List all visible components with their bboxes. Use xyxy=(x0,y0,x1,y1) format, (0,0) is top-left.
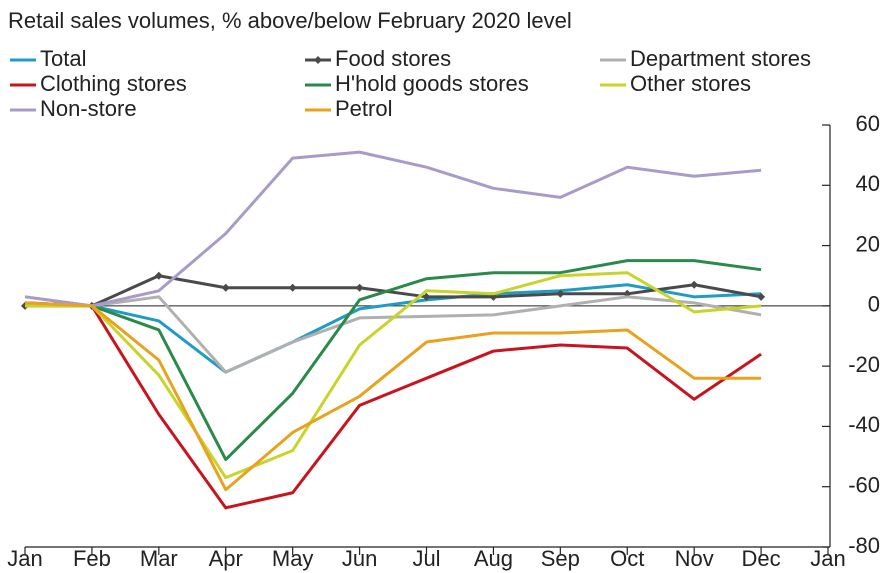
series-line xyxy=(25,271,762,480)
y-tick-label: -40 xyxy=(848,412,880,437)
y-tick-label: 40 xyxy=(856,171,880,196)
x-tick-label: Jan xyxy=(810,546,845,571)
series-line xyxy=(24,301,762,492)
point-marker xyxy=(355,283,364,292)
y-tick-label: 20 xyxy=(856,231,880,256)
x-tick-label: Jul xyxy=(412,546,440,571)
x-tick-label: Jan xyxy=(7,546,42,571)
y-tick-label: -60 xyxy=(848,473,880,498)
series-line xyxy=(24,295,762,374)
y-tick-label: -20 xyxy=(848,352,880,377)
x-tick-label: Jun xyxy=(342,546,377,571)
y-tick-label: -80 xyxy=(848,533,880,558)
x-tick-label: Apr xyxy=(209,546,243,571)
x-tick-label: Sep xyxy=(541,546,580,571)
legend-label: Clothing stores xyxy=(40,71,187,96)
point-marker xyxy=(556,289,565,298)
x-tick-label: Feb xyxy=(73,546,111,571)
series-line xyxy=(24,283,762,374)
legend-label: Other stores xyxy=(630,71,751,96)
point-marker xyxy=(221,283,230,292)
point-marker xyxy=(690,280,699,289)
x-tick-label: Oct xyxy=(610,546,644,571)
legend-label: H'hold goods stores xyxy=(335,71,529,96)
x-tick-label: Mar xyxy=(140,546,178,571)
x-tick-label: May xyxy=(272,546,314,571)
x-tick-label: Aug xyxy=(474,546,513,571)
point-marker xyxy=(154,271,163,280)
legend-label: Total xyxy=(40,46,86,71)
point-marker xyxy=(757,292,766,301)
legend-marker xyxy=(314,56,322,64)
x-tick-label: Nov xyxy=(675,546,714,571)
point-marker xyxy=(288,283,297,292)
y-tick-label: 60 xyxy=(856,111,880,136)
y-tick-label: 0 xyxy=(868,292,880,317)
legend-label: Department stores xyxy=(630,46,811,71)
series-line xyxy=(25,274,762,308)
point-marker xyxy=(422,292,431,301)
series-line xyxy=(24,150,762,308)
legend-label: Petrol xyxy=(335,96,392,121)
legend-label: Non-store xyxy=(40,96,137,121)
legend-label: Food stores xyxy=(335,46,451,71)
series-line xyxy=(24,301,762,510)
series-line xyxy=(25,259,762,462)
chart-title: Retail sales volumes, % above/below Febr… xyxy=(8,8,572,33)
x-tick-label: Dec xyxy=(742,546,781,571)
